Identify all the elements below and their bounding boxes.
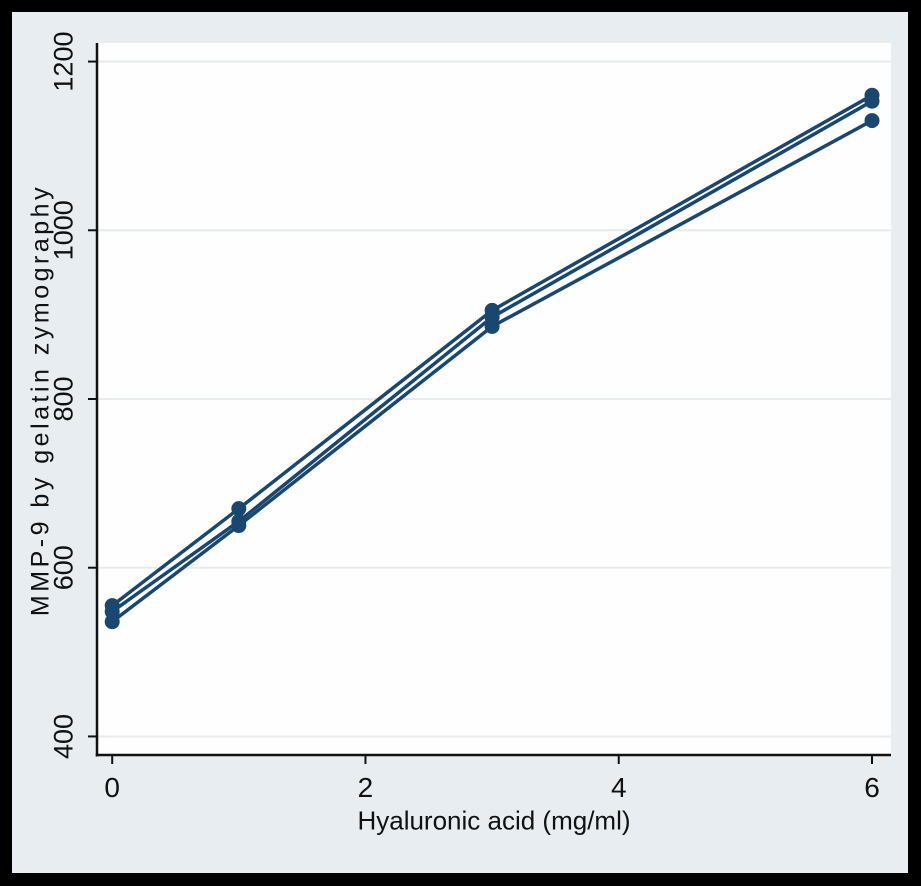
x-tick-label: 0 — [104, 772, 120, 803]
data-point-series-2-x6 — [864, 93, 880, 109]
data-point-series-3-x1 — [231, 518, 247, 534]
data-point-series-1-x1 — [231, 501, 247, 517]
data-point-series-3-x0 — [104, 614, 120, 630]
y-tick-label: 1200 — [48, 32, 78, 92]
x-axis-title: Hyaluronic acid (mg/ml) — [357, 805, 631, 836]
y-tick-label: 800 — [48, 376, 78, 421]
x-tick-label: 6 — [864, 772, 880, 803]
series-line-series-3 — [110, 118, 874, 624]
y-tick-label: 1000 — [48, 200, 78, 260]
data-point-series-3-x6 — [864, 113, 880, 129]
y-tick-label: 600 — [48, 545, 78, 590]
series-line-series-1 — [110, 93, 874, 608]
x-tick-label: 4 — [611, 772, 627, 803]
y-axis-title: MMP-9 by gelatin zymography — [26, 183, 55, 617]
series-line-series-2 — [110, 99, 874, 614]
x-tick-label: 2 — [358, 772, 374, 803]
y-tick-label: 400 — [48, 714, 78, 759]
data-point-series-3-x3 — [484, 318, 500, 334]
